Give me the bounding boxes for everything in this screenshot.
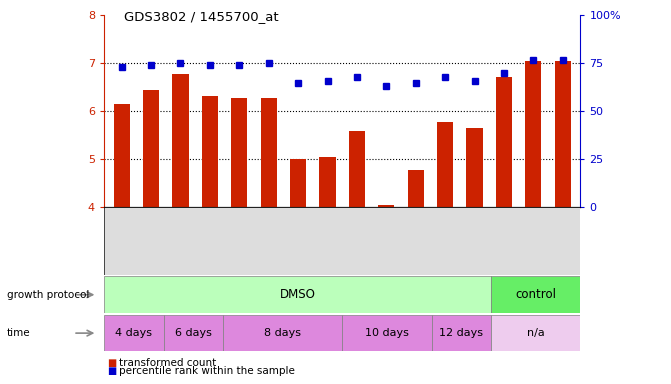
- Bar: [437, 122, 453, 207]
- Bar: [466, 128, 482, 207]
- Text: percentile rank within the sample: percentile rank within the sample: [119, 366, 295, 376]
- Bar: [172, 74, 189, 207]
- Text: ■: ■: [107, 366, 117, 376]
- Text: 8 days: 8 days: [264, 328, 301, 338]
- Bar: [496, 77, 512, 207]
- Bar: [231, 98, 248, 207]
- Text: 10 days: 10 days: [365, 328, 409, 338]
- Bar: [223, 315, 342, 351]
- Text: growth protocol: growth protocol: [7, 290, 89, 300]
- Bar: [104, 276, 491, 313]
- Bar: [525, 61, 541, 207]
- Text: GDS3802 / 1455700_at: GDS3802 / 1455700_at: [124, 10, 278, 23]
- Bar: [349, 131, 365, 207]
- Bar: [408, 170, 424, 207]
- Bar: [342, 315, 431, 351]
- Bar: [290, 159, 306, 207]
- Bar: [431, 315, 491, 351]
- Text: 4 days: 4 days: [115, 328, 152, 338]
- Text: n/a: n/a: [527, 328, 545, 338]
- Bar: [143, 90, 159, 207]
- Bar: [491, 276, 580, 313]
- Bar: [164, 315, 223, 351]
- Text: 6 days: 6 days: [175, 328, 212, 338]
- Bar: [113, 104, 130, 207]
- Text: control: control: [515, 288, 556, 301]
- Bar: [378, 205, 395, 207]
- Bar: [491, 315, 580, 351]
- Text: time: time: [7, 328, 30, 338]
- Bar: [260, 98, 276, 207]
- Text: transformed count: transformed count: [119, 358, 216, 368]
- Bar: [104, 315, 164, 351]
- Bar: [202, 96, 218, 207]
- Text: ■: ■: [107, 358, 117, 368]
- Text: 12 days: 12 days: [440, 328, 483, 338]
- Bar: [555, 61, 571, 207]
- Bar: [319, 157, 336, 207]
- Text: DMSO: DMSO: [280, 288, 315, 301]
